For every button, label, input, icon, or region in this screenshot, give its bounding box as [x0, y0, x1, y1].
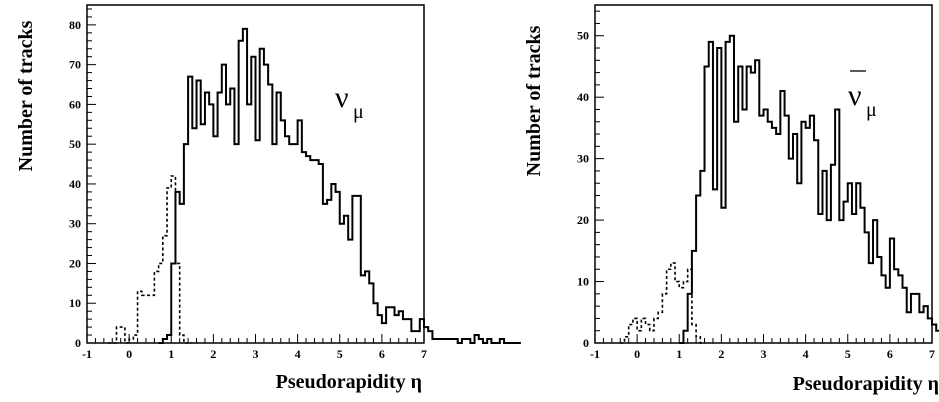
- left-y-tick-label: 60: [69, 97, 81, 111]
- left-x-tick-label: 1: [168, 347, 174, 361]
- right-x-tick-label: 7: [929, 347, 935, 361]
- right-y-tick-label: 50: [577, 29, 589, 43]
- right-x-tick-label: 2: [718, 347, 724, 361]
- right-x-tick-label: 6: [887, 347, 893, 361]
- left-y-tick-label: 70: [69, 58, 81, 72]
- left-x-tick-label: 0: [126, 347, 132, 361]
- right-x-tick-label: 0: [634, 347, 640, 361]
- left-x-axis-title: Pseudorapidity η: [276, 371, 422, 393]
- right-y-axis-title: Number of tracks: [523, 25, 545, 176]
- left-y-tick-label: 10: [69, 296, 81, 310]
- left-x-tick-label: 5: [337, 347, 343, 361]
- left-y-tick-label: 40: [69, 177, 81, 191]
- right-y-tick-label: 10: [577, 275, 589, 289]
- left-y-tick-label: 80: [69, 18, 81, 32]
- right-plot-frame: [594, 4, 933, 344]
- left-y-tick-label: 50: [69, 137, 81, 151]
- left-solid-histogram-series: [158, 27, 521, 344]
- left-x-tick-label: 7: [421, 347, 427, 361]
- right-dashed-histogram-series: [620, 262, 705, 344]
- left-y-tick-label: 30: [69, 217, 81, 231]
- left-y-tick-label: 20: [69, 256, 81, 270]
- right-x-axis-title: Pseudorapidity η: [793, 373, 939, 395]
- left-y-axis-title: Number of tracks: [15, 20, 37, 171]
- right-nu-mu-bar-subscript: μ: [866, 99, 877, 121]
- right-y-tick-label: 40: [577, 90, 589, 104]
- right-y-tick-label: 20: [577, 213, 589, 227]
- right-plot-area: [620, 34, 939, 344]
- left-x-tick-label: -1: [82, 347, 92, 361]
- right-x-tick-label: -1: [590, 347, 600, 361]
- left-nu-mu-label: ν: [335, 81, 349, 114]
- left-nu-mu-subscript: μ: [353, 101, 364, 123]
- left-x-tick-label: 2: [210, 347, 216, 361]
- left-x-tick-label: 4: [295, 347, 301, 361]
- right-x-tick-label: 4: [803, 347, 809, 361]
- right-x-tick-label: 5: [845, 347, 851, 361]
- left-y-tick-label: 0: [75, 336, 81, 350]
- right-y-tick-label: 30: [577, 152, 589, 166]
- right-y-tick-label: 0: [583, 336, 589, 350]
- right-nu-mu-bar-label: ν: [848, 79, 862, 112]
- left-x-tick-label: 3: [253, 347, 259, 361]
- left-dashed-histogram-series: [108, 175, 193, 344]
- right-solid-histogram-series: [679, 34, 939, 344]
- right-x-tick-label: 3: [761, 347, 767, 361]
- left-plot-area: [108, 27, 521, 344]
- right-x-tick-label: 1: [676, 347, 682, 361]
- left-x-tick-label: 6: [379, 347, 385, 361]
